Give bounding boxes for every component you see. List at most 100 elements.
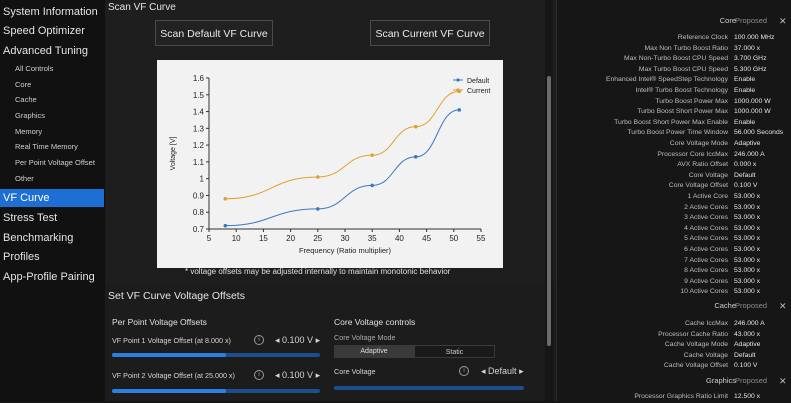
sidebar-item-memory[interactable]: Memory [15,127,43,136]
mode-adaptive-button[interactable]: Adaptive [334,345,414,358]
panel-row-value: 53.000 x [734,193,761,200]
scan-default-vf-curve-button[interactable]: Scan Default VF Curve [155,20,273,46]
panel-row: Core Voltage Mode Adaptive [557,139,791,150]
decrement-icon[interactable]: ◂ [481,366,489,376]
panel-row-value: 53.000 x [734,214,761,222]
sidebar-item-app-profile-pairing[interactable]: App-Profile Pairing [3,271,95,283]
panel-row: Turbo Boost Short Power Max Enable Enable [557,118,791,129]
vf-point-1-value: 0.100 V [282,335,314,345]
increment-icon[interactable]: ▸ [516,366,524,376]
panel-row: Enhanced Intel® SpeedStep Technology Enab… [557,75,791,86]
panel-row-key: Core Voltage [688,171,728,179]
panel-row-value: 53.000 x [734,256,761,264]
y-tick-label: 1.4 [193,108,205,117]
sidebar-item-advanced-tuning[interactable]: Advanced Tuning [3,45,89,57]
x-tick-label: 10 [232,234,241,243]
sidebar-item-stress-test[interactable]: Stress Test [3,212,58,224]
sidebar-item-profiles[interactable]: Profiles [3,251,40,263]
sidebar-item-system-information[interactable]: System Information [3,6,98,18]
x-tick-label: 45 [422,234,431,243]
data-point-default [316,207,320,211]
data-point-current [370,153,374,157]
vf-point-2-slider-fill [112,389,227,393]
panel-row-key: AVX Ratio Offset [677,161,728,169]
panel-row-value: Enable [734,76,756,84]
decrement-icon[interactable]: ◂ [275,335,283,345]
close-icon[interactable]: ✕ [779,376,787,386]
panel-row-value: 53.000 x [734,277,761,285]
panel-row: Processor Cache Ratio 43.000 x [557,330,791,341]
panel-row: Max Non-Turbo Boost CPU Speed 3.700 GHz [557,54,791,65]
panel-row-key: Intel® Turbo Boost Technology [635,87,728,94]
panel-row: Core Voltage Offset 0.100 V [557,181,791,192]
core-voltage-stepper[interactable]: ◂ Default ▸ [481,366,524,377]
sidebar-item-speed-optimizer[interactable]: Speed Optimizer [3,25,85,37]
x-axis-label: Frequency (Ratio multiplier) [299,246,392,255]
panel-row-value: Enable [734,118,756,126]
x-tick-label: 40 [395,234,404,243]
panel-row-key: 7 Active Cores [684,256,728,264]
sidebar-item-vf-curve[interactable]: VF Curve [0,189,104,207]
panel-row-key: 10 Active Cores [680,288,728,296]
vf-point-2-label: VF Point 2 Voltage Offset (at 25.000 x) [112,371,235,380]
vf-point-1-slider-fill [112,353,227,357]
main-content: Scan VF Curve Scan Default VF Curve Scan… [105,0,556,401]
panel-row-value: 53.000 x [734,235,761,243]
decrement-icon[interactable]: ◂ [275,370,283,380]
sidebar-item-graphics[interactable]: Graphics [15,111,46,120]
panel-row-value: Default [734,351,756,359]
panel-row-value: 0.100 V [734,362,758,370]
vf-point-1-stepper[interactable]: ◂ 0.100 V ▸ [275,335,320,346]
close-icon[interactable]: ✕ [779,16,787,26]
increment-icon[interactable]: ▸ [313,370,321,380]
panel-row-key: Turbo Boost Power Time Window [627,129,728,137]
data-point-default [413,155,418,159]
legend-label-default: Default [467,78,489,85]
mode-static-button[interactable]: Static [414,345,495,358]
panel-row-key: Cache Voltage [683,351,728,359]
main-scrollbar-thumb[interactable] [547,76,551,346]
panel-row: 8 Active Cores 53.000 x [557,266,791,277]
panel-row-value: 1000.000 W [734,108,771,116]
panel-row: Reference Clock 100.000 MHz [557,33,791,44]
proposed-label: Proposed [735,376,768,385]
sidebar-item-all-controls[interactable]: All Controls [15,64,54,73]
x-tick-label: 25 [313,234,322,243]
info-icon[interactable]: i [459,366,469,376]
panel-row-value: Adaptive [734,140,761,147]
sidebar-item-real-time-memory[interactable]: Real Time Memory [15,142,78,151]
panel-row-value: 0.000 x [734,161,757,169]
cache-header-title: Cache [714,301,736,310]
y-tick-label: 1.3 [193,124,205,133]
panel-row-key: Turbo Boost Short Power Max Enable [614,118,728,126]
sidebar-item-benchmarking[interactable]: Benchmarking [3,232,74,244]
core-voltage-slider[interactable] [334,386,524,390]
sidebar-item-core[interactable]: Core [15,80,32,89]
vf-point-1-label: VF Point 1 Voltage Offset (at 8.000 x) [112,336,231,345]
increment-icon[interactable]: ▸ [313,335,321,345]
x-tick-label: 30 [341,234,350,243]
panel-row-key: 9 Active Cores [684,277,728,285]
sidebar-item-cache[interactable]: Cache [15,95,37,104]
info-icon[interactable]: i [254,335,264,345]
info-icon[interactable]: i [254,370,264,380]
panel-row-value: 53.000 x [734,203,761,211]
y-tick-label: 0.9 [193,191,205,200]
y-tick-label: 1.6 [193,74,205,83]
panel-row-value: 100.000 MHz [734,34,775,41]
vf-point-2-stepper[interactable]: ◂ 0.100 V ▸ [275,370,320,381]
sidebar-item-other[interactable]: Other [15,174,34,183]
panel-row: Processor Core IccMax 246.000 A [557,150,791,161]
sidebar-item-per-point-voltage-offset[interactable]: Per Point Voltage Offset [15,158,95,167]
panel-row-value: Adaptive [734,341,761,349]
close-icon[interactable]: ✕ [779,301,787,311]
x-tick-label: 20 [286,234,295,243]
panel-row-value: 5.300 GHz [734,65,767,73]
x-tick-label: 5 [207,234,212,243]
data-point-default [223,223,228,228]
panel-row: 5 Active Cores 53.000 x [557,234,791,245]
panel-row: 2 Active Cores 53.000 x [557,203,791,214]
panel-row-key: Max Turbo Boost CPU Speed [638,65,728,73]
scan-current-vf-curve-button[interactable]: Scan Current VF Curve [370,20,490,46]
panel-row-key: Turbo Boost Power Max [655,97,728,105]
